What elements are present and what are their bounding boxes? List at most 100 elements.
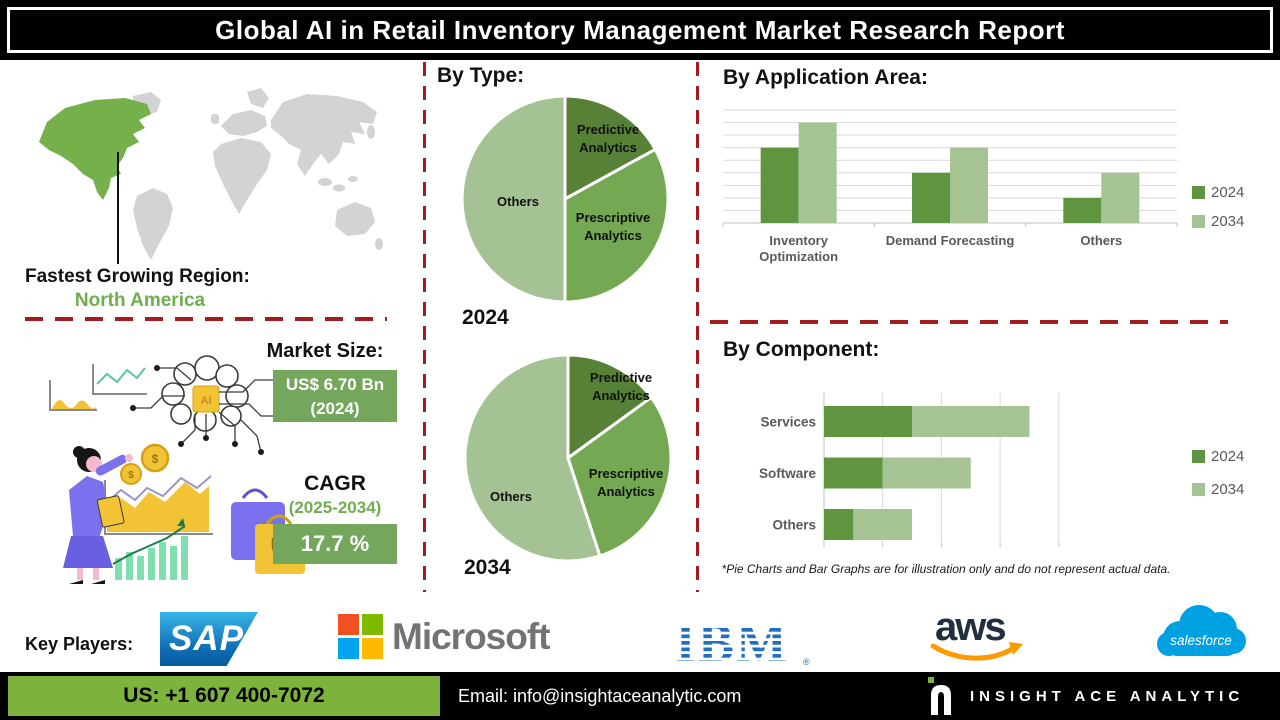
woman-shoe bbox=[69, 580, 83, 584]
coin-symbol: $ bbox=[152, 452, 159, 466]
bar-2034 bbox=[882, 457, 971, 489]
trend-line bbox=[112, 525, 186, 565]
middle-right-dashed-divider bbox=[696, 62, 699, 592]
pie-slice-2 bbox=[463, 353, 602, 563]
legend-label-2024: 2024 bbox=[1211, 184, 1245, 201]
australia-shape bbox=[335, 202, 375, 236]
right-dashed-divider bbox=[710, 320, 1228, 324]
bar-chart-by-application: Inventory Optimization Demand Forecasting O… bbox=[722, 109, 1178, 264]
bar-2024 bbox=[760, 147, 799, 223]
legend-swatch-2024 bbox=[1192, 450, 1205, 463]
woman-hand bbox=[125, 454, 133, 462]
circuit-lines bbox=[133, 367, 283, 453]
aws-smile-icon bbox=[930, 643, 1018, 661]
pie-chart-by-type-2034 bbox=[463, 353, 673, 563]
island-shape bbox=[318, 178, 332, 186]
woman-leg bbox=[93, 568, 99, 580]
overlay-line bbox=[106, 475, 212, 503]
mini-line-series bbox=[96, 367, 146, 385]
region-pointer-line bbox=[117, 152, 119, 264]
cagr-label: CAGR bbox=[304, 472, 366, 495]
mini-area-chart bbox=[52, 400, 96, 409]
report-title: Global AI in Retail Inventory Management… bbox=[215, 14, 1065, 45]
coin-symbol: $ bbox=[128, 470, 134, 481]
salesforce-logo: salesforce bbox=[1157, 605, 1246, 656]
bar-chart-by-component: Services Software Others bbox=[759, 393, 1060, 547]
north-america-highlight bbox=[39, 98, 151, 200]
coin-icon bbox=[120, 463, 142, 485]
uk-shape bbox=[211, 114, 219, 124]
new-zealand-shape bbox=[375, 238, 383, 250]
aws-logo-text: aws bbox=[935, 605, 1005, 649]
woman-skirt bbox=[63, 536, 113, 568]
coin-icon bbox=[140, 443, 170, 473]
pie-2034-label-predictive: Predictive Analytics bbox=[589, 370, 653, 403]
legend-label-2034: 2034 bbox=[1211, 481, 1245, 498]
brand-block: INSIGHT ACE ANALYTIC bbox=[926, 672, 1244, 720]
green-bar-chart bbox=[115, 536, 188, 580]
aws-logo: aws bbox=[930, 605, 1023, 661]
bag-handle bbox=[265, 514, 293, 525]
legend-label-2024: 2024 bbox=[1211, 448, 1245, 465]
title-bar: Global AI in Retail Inventory Management… bbox=[0, 0, 1280, 60]
footer-phone: US: +1 607 400-7072 bbox=[8, 676, 440, 716]
sap-logo: SAP bbox=[160, 612, 258, 666]
category-label: Inventory Optimization bbox=[759, 233, 838, 264]
ai-brain-outline bbox=[161, 355, 249, 432]
island-shape bbox=[348, 176, 358, 182]
microsoft-logo: Microsoft bbox=[338, 614, 550, 659]
fastest-region-label: Fastest Growing Region: bbox=[25, 266, 250, 287]
legend-swatch-2024 bbox=[1192, 186, 1205, 199]
woman-leg bbox=[77, 568, 83, 580]
pie-chart-2034-wrap: Predictive Analytics Prescriptive Analyt… bbox=[461, 352, 675, 564]
market-size-value-box: US$ 6.70 Bn (2024) bbox=[273, 370, 397, 422]
bar-2034 bbox=[1101, 172, 1140, 223]
europe-shape bbox=[221, 110, 267, 136]
pie-2024-label-others: Others bbox=[497, 194, 539, 209]
ai-chip bbox=[192, 385, 220, 413]
by-component-legend: 2024 2034 bbox=[1192, 448, 1244, 498]
aws-smile-arrow bbox=[1009, 642, 1023, 655]
ai-chip-label: AI bbox=[201, 395, 212, 407]
ibm-logo-text: IBM bbox=[675, 615, 789, 669]
pie-slice-1 bbox=[563, 147, 670, 304]
legend-item-2024: 2024 bbox=[1192, 184, 1244, 201]
legend-swatch-2034 bbox=[1192, 483, 1205, 496]
market-size-value: US$ 6.70 Bn bbox=[285, 375, 385, 394]
by-type-heading: By Type: bbox=[437, 64, 525, 87]
mini-line-axis bbox=[92, 364, 147, 395]
pie-chart-by-type-2024 bbox=[460, 94, 670, 304]
woman-shoe bbox=[91, 580, 105, 584]
bar-2034 bbox=[853, 509, 913, 540]
bar-2024 bbox=[824, 406, 913, 437]
category-label: Others bbox=[1080, 233, 1122, 248]
scandinavia-shape bbox=[247, 88, 269, 108]
middle-left-dashed-divider bbox=[423, 62, 426, 592]
pie-2034-year-label: 2034 bbox=[464, 556, 511, 579]
pie-slice-1 bbox=[566, 395, 673, 558]
market-size-year: (2024) bbox=[310, 398, 360, 418]
key-players-label: Key Players: bbox=[25, 634, 134, 654]
category-label: Software bbox=[759, 466, 817, 481]
ibm-registered-mark: ® bbox=[803, 657, 810, 667]
pie-chart-2024-wrap: Predictive Analytics Prescriptive Analyt… bbox=[458, 93, 672, 305]
bar-2024 bbox=[1063, 197, 1102, 223]
ibm-logo: IBM ® bbox=[675, 615, 810, 669]
pie-2024-label-predictive: Predictive Analytics bbox=[576, 122, 640, 155]
bar-2034 bbox=[950, 147, 988, 223]
footer-email[interactable]: Email: info@insightaceanalytic.com bbox=[458, 686, 742, 706]
cagr-value-box: 17.7 % bbox=[273, 524, 397, 564]
category-label: Demand Forecasting bbox=[886, 233, 1015, 248]
pie-2034-label-prescriptive: Prescriptive Analytics bbox=[588, 466, 664, 499]
cagr-period: (2025-2034) bbox=[288, 498, 382, 517]
fastest-region-value: North America bbox=[74, 290, 206, 311]
circuit-dots bbox=[130, 365, 286, 455]
bar-2034 bbox=[912, 406, 1030, 437]
salesforce-logo-text: salesforce bbox=[1170, 633, 1232, 648]
bar-2024 bbox=[824, 457, 883, 489]
pie-slice-0 bbox=[563, 94, 657, 201]
woman-jacket bbox=[69, 476, 109, 538]
salesforce-cloud-icon bbox=[1157, 605, 1246, 656]
legend-item-2034: 2034 bbox=[1192, 481, 1244, 498]
market-size-label: Market Size: bbox=[266, 340, 384, 362]
